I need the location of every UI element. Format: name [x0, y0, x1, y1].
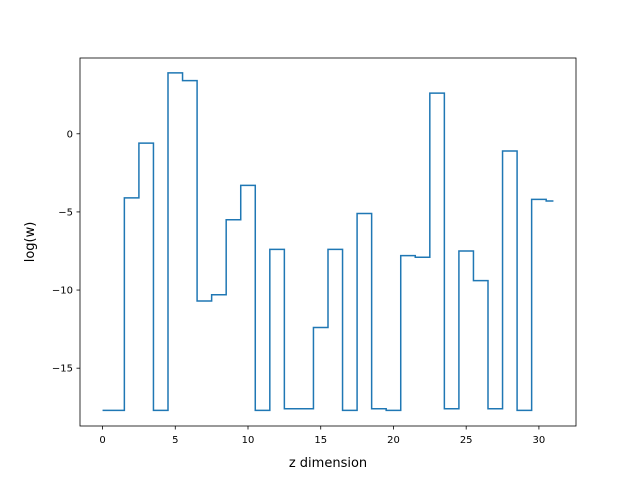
series-line-0 [102, 72, 554, 412]
y-tick-label: −10 [52, 286, 73, 297]
x-tick-label: 30 [533, 435, 546, 446]
y-axis-label: log(w) [23, 222, 38, 263]
y-tick-label: 0 [67, 129, 73, 140]
x-tick-label: 0 [99, 435, 105, 446]
y-axis: −15 −10 −5 0 [52, 129, 80, 375]
y-tick-label: −5 [58, 207, 73, 218]
x-tick-label: 10 [242, 435, 255, 446]
series-layer [102, 72, 554, 412]
x-axis-label: z dimension [289, 456, 367, 471]
x-tick-label: 15 [314, 435, 327, 446]
y-tick-label: −15 [52, 364, 73, 375]
x-tick-label: 20 [387, 435, 400, 446]
x-tick-label: 25 [460, 435, 473, 446]
plot-frame [79, 57, 577, 427]
x-axis: 0 5 10 15 20 25 30 [99, 426, 545, 446]
x-tick-label: 5 [172, 435, 178, 446]
